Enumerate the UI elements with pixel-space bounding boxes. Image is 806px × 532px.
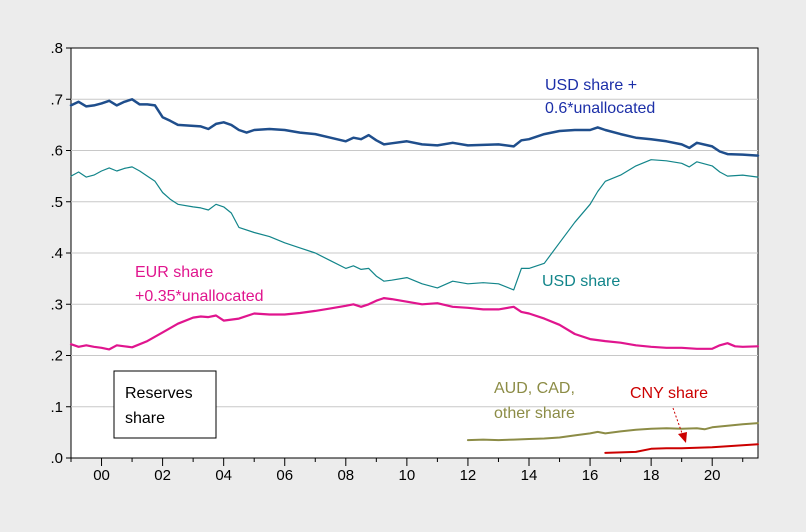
x-axis: 00 02 04 06 08 10 12 14 16 18 20	[70, 458, 744, 484]
legend-box-line: share	[125, 410, 165, 427]
x-tick-label: 10	[399, 467, 416, 484]
annotation-eur-share: EUR share +0.35*unallocated	[135, 264, 264, 305]
y-tick-label: .8	[50, 40, 63, 57]
x-tick-label: 04	[215, 467, 232, 484]
cny-pointer-line	[672, 407, 684, 437]
x-tick-label: 12	[460, 467, 477, 484]
x-tick-label: 20	[704, 467, 721, 484]
x-tick-label: 18	[643, 467, 660, 484]
annotation-usd-plus-unallocated: USD share + 0.6*unallocated	[545, 77, 655, 117]
y-tick-label: .5	[50, 194, 63, 211]
series-lines	[69, 98, 760, 454]
series-line-aud-cad-other-share	[466, 422, 759, 442]
annotation-line: 0.6*unallocated	[545, 100, 655, 117]
y-tick-label: .4	[50, 245, 63, 262]
annotation-cny-share: CNY share	[630, 385, 708, 443]
y-tick-label: .0	[50, 450, 63, 467]
x-tick-label: 16	[582, 467, 599, 484]
y-tick-label: .3	[50, 296, 63, 313]
annotation-line: EUR share	[135, 264, 213, 281]
legend-box: Reserves share	[113, 370, 217, 439]
x-tick-label: 14	[521, 467, 538, 484]
series-line-usd-share-0-6-unallocated	[69, 98, 760, 157]
y-tick-label: .6	[50, 143, 63, 160]
annotation-aud-cad-other: AUD, CAD, other share	[494, 380, 575, 422]
x-tick-label: 02	[154, 467, 171, 484]
legend-box-frame	[113, 370, 217, 439]
y-axis: .0 .1 .2 .3 .4 .5 .6 .7 .8	[50, 40, 71, 467]
annotation-line: AUD, CAD,	[494, 380, 575, 397]
x-tick-label: 00	[93, 467, 110, 484]
annotation-line: CNY share	[630, 385, 708, 402]
annotation-line: +0.35*unallocated	[135, 288, 264, 305]
annotation-line: other share	[494, 405, 575, 422]
annotation-usd-share: USD share	[542, 273, 620, 290]
legend-box-line: Reserves	[125, 385, 193, 402]
series-line-eur-share-0-35-unallocated	[69, 297, 760, 351]
y-tick-label: .1	[50, 399, 63, 416]
annotation-line: USD share +	[545, 77, 637, 94]
x-tick-label: 08	[337, 467, 354, 484]
series-line-usd-share	[70, 159, 759, 291]
series-line-cny-share	[604, 443, 759, 454]
cny-arrowhead-icon	[678, 432, 687, 443]
y-tick-label: .7	[50, 91, 63, 108]
annotation-line: USD share	[542, 273, 620, 290]
y-tick-label: .2	[50, 348, 63, 365]
x-tick-label: 06	[276, 467, 293, 484]
